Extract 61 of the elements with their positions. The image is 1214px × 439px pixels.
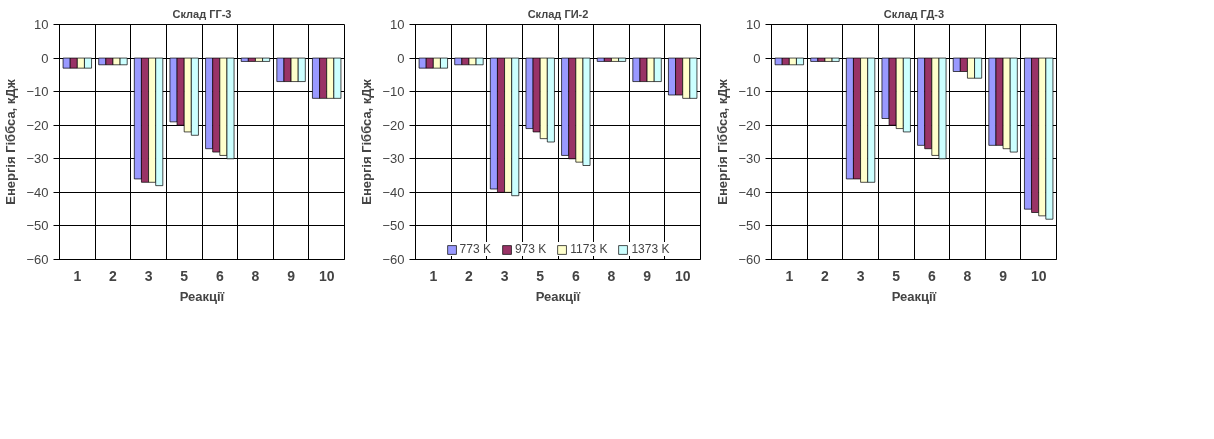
y-tick-label: −40 <box>26 184 49 200</box>
x-tick-label: 5 <box>536 267 545 284</box>
y-tick-label: 0 <box>41 50 49 66</box>
y-tick-label: 0 <box>397 50 405 66</box>
x-tick-label: 10 <box>318 267 335 284</box>
x-tick-label: 1 <box>429 267 438 284</box>
x-tick-label: 6 <box>927 267 936 284</box>
x-tick-label: 3 <box>144 267 153 284</box>
y-tick-label: −30 <box>26 151 49 167</box>
y-tick-label: −10 <box>738 84 761 100</box>
x-tick-label: 8 <box>963 267 972 284</box>
legend-label: 1173 K <box>570 242 608 256</box>
x-tick-label: 1 <box>785 267 794 284</box>
chart-title: Склад ГИ-2 <box>527 7 589 20</box>
chart-title: Склад ГГ-3 <box>172 7 232 20</box>
y-tick-label: −50 <box>738 218 761 234</box>
legend-label: 1373 K <box>631 242 670 256</box>
y-tick-label: −20 <box>382 117 405 133</box>
x-tick-label: 3 <box>856 267 865 284</box>
y-tick-label: −60 <box>738 252 761 267</box>
x-tick-label: 10 <box>1030 267 1047 284</box>
y-tick-label: −30 <box>738 151 761 167</box>
legend-label: 973 K <box>514 242 547 256</box>
y-tick-label: −20 <box>26 117 49 133</box>
x-tick-label: 1 <box>73 267 82 284</box>
x-tick-label: 6 <box>215 267 224 284</box>
x-tick-label: 9 <box>999 267 1008 284</box>
y-tick-label: −60 <box>26 252 49 267</box>
y-axis-title: Енергія Гіббса, кДж <box>715 78 731 205</box>
y-tick-label: −30 <box>382 151 405 167</box>
x-tick-label: 3 <box>500 267 509 284</box>
x-tick-label: 5 <box>180 267 189 284</box>
y-axis-title: Енергія Гіббса, кДж <box>3 78 19 205</box>
x-tick-label: 2 <box>465 267 474 284</box>
chart-title: Склад ГД-3 <box>883 7 945 20</box>
legend-label: 773 K <box>459 242 491 256</box>
y-tick-label: −40 <box>738 184 761 200</box>
x-tick-label: 9 <box>643 267 652 284</box>
x-tick-label: 2 <box>821 267 830 284</box>
x-axis-title: Реакції <box>891 288 937 304</box>
x-tick-label: 8 <box>251 267 260 284</box>
y-tick-label: −50 <box>382 218 405 234</box>
y-tick-label: 10 <box>390 17 405 32</box>
y-tick-label: 0 <box>753 50 761 66</box>
x-axis-title: Реакції <box>179 288 225 304</box>
x-tick-label: 10 <box>674 267 691 284</box>
y-tick-label: −50 <box>26 218 49 234</box>
y-axis-title: Енергія Гіббса, кДж <box>359 78 375 205</box>
x-tick-label: 9 <box>287 267 296 284</box>
y-tick-label: −10 <box>382 84 405 100</box>
y-tick-label: −20 <box>738 117 761 133</box>
y-tick-label: 10 <box>746 17 761 32</box>
x-tick-label: 8 <box>607 267 616 284</box>
y-tick-label: −40 <box>382 184 405 200</box>
x-axis-title: Реакції <box>535 288 581 304</box>
y-tick-label: −10 <box>26 84 49 100</box>
x-tick-label: 6 <box>571 267 580 284</box>
x-tick-label: 2 <box>109 267 118 284</box>
x-tick-label: 5 <box>892 267 901 284</box>
y-tick-label: 10 <box>34 17 49 32</box>
y-tick-label: −60 <box>382 252 405 267</box>
